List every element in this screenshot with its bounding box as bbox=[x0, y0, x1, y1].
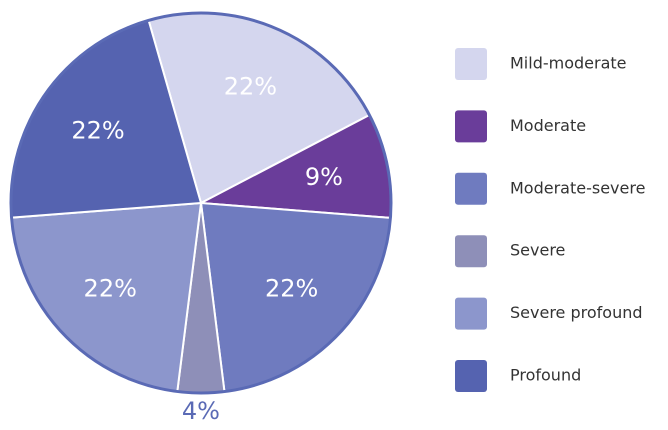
legend-label: Mild-moderate bbox=[510, 54, 627, 73]
data-label: 22% bbox=[84, 275, 137, 303]
legend-swatch bbox=[455, 235, 487, 268]
legend-label: Profound bbox=[510, 366, 581, 385]
data-label: 22% bbox=[265, 275, 318, 303]
legend-swatch bbox=[455, 110, 487, 143]
pie-border bbox=[9, 11, 393, 395]
data-label: 22% bbox=[71, 116, 124, 144]
legend-label: Severe bbox=[510, 241, 565, 260]
legend-swatch bbox=[455, 360, 487, 392]
legend-label: Moderate-severe bbox=[510, 178, 645, 197]
data-label: 22% bbox=[224, 73, 277, 101]
legend-label: Severe profound bbox=[510, 303, 643, 322]
data-label: 9% bbox=[305, 163, 343, 191]
legend-swatch bbox=[455, 48, 487, 80]
legend-label: Moderate bbox=[510, 116, 586, 135]
legend-swatch bbox=[455, 297, 487, 330]
data-label: 4% bbox=[182, 397, 220, 425]
legend-swatch bbox=[455, 172, 487, 205]
